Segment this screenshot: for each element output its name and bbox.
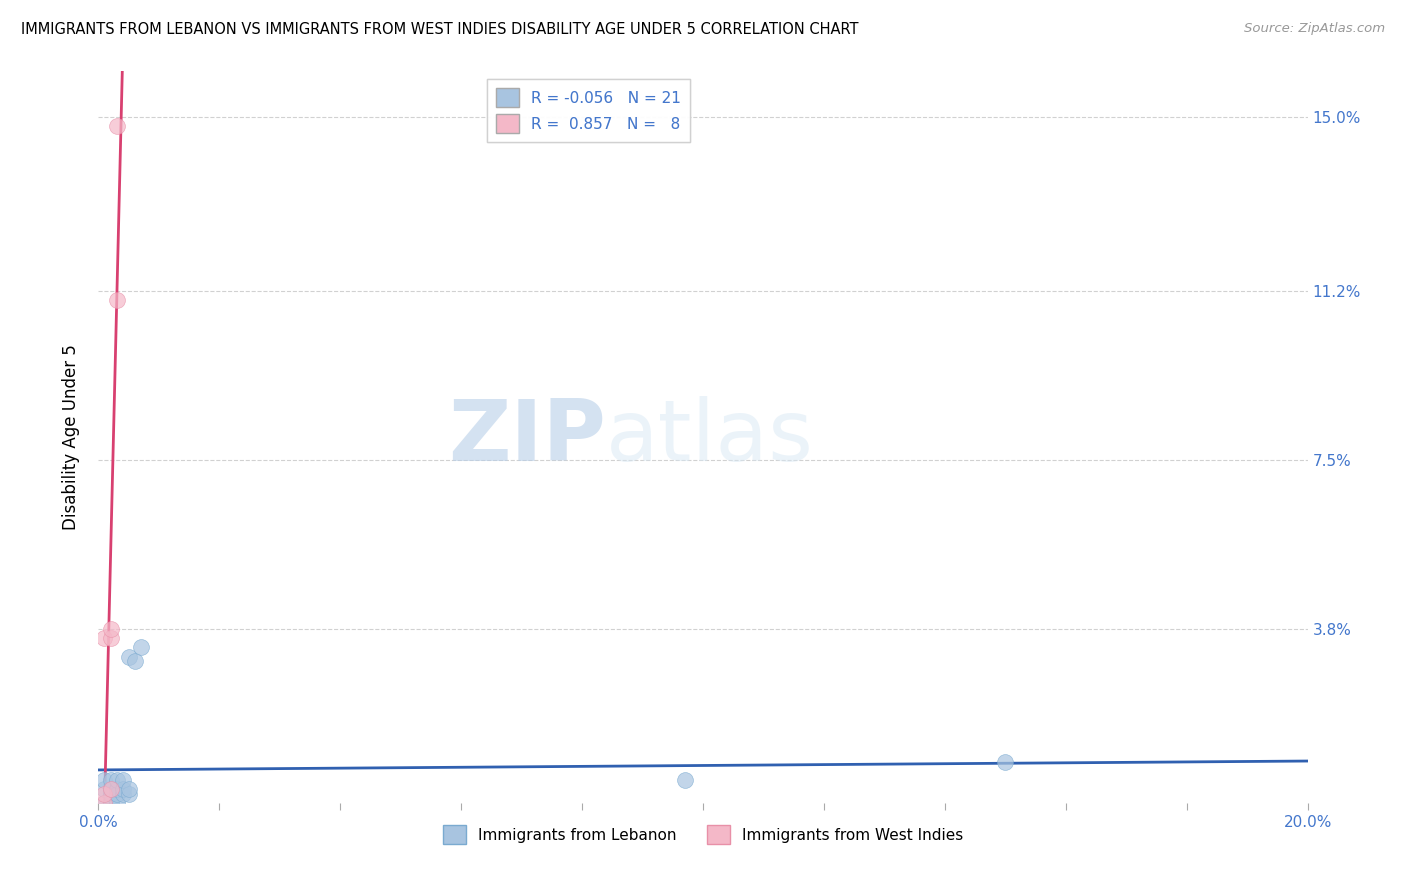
- Point: [100, 787, 122, 801]
- Point: [118, 787, 141, 801]
- Point: [100, 782, 122, 797]
- Point: [994, 755, 1017, 769]
- Y-axis label: Disability Age Under 5: Disability Age Under 5: [62, 344, 80, 530]
- Point: [100, 632, 122, 646]
- Text: ZIP: ZIP: [449, 395, 606, 479]
- Legend: R = -0.056   N = 21, R =  0.857   N =   8: R = -0.056 N = 21, R = 0.857 N = 8: [486, 79, 690, 142]
- Point: [100, 772, 122, 787]
- Point: [105, 120, 128, 134]
- Point: [105, 293, 128, 307]
- Point: [93, 796, 115, 810]
- Point: [93, 782, 115, 797]
- Point: [111, 772, 134, 787]
- Point: [93, 796, 115, 810]
- Point: [105, 772, 128, 787]
- Point: [111, 782, 134, 797]
- Point: [129, 640, 152, 655]
- Point: [124, 654, 146, 668]
- Point: [105, 796, 128, 810]
- Point: [105, 787, 128, 801]
- Point: [118, 782, 141, 797]
- Text: atlas: atlas: [606, 395, 814, 479]
- Text: IMMIGRANTS FROM LEBANON VS IMMIGRANTS FROM WEST INDIES DISABILITY AGE UNDER 5 CO: IMMIGRANTS FROM LEBANON VS IMMIGRANTS FR…: [21, 22, 859, 37]
- Point: [93, 772, 115, 787]
- Text: Source: ZipAtlas.com: Source: ZipAtlas.com: [1244, 22, 1385, 36]
- Point: [93, 632, 115, 646]
- Point: [118, 649, 141, 664]
- Point: [111, 787, 134, 801]
- Point: [100, 622, 122, 636]
- Point: [100, 796, 122, 810]
- Point: [100, 782, 122, 797]
- Point: [105, 782, 128, 797]
- Point: [673, 772, 696, 787]
- Point: [93, 787, 115, 801]
